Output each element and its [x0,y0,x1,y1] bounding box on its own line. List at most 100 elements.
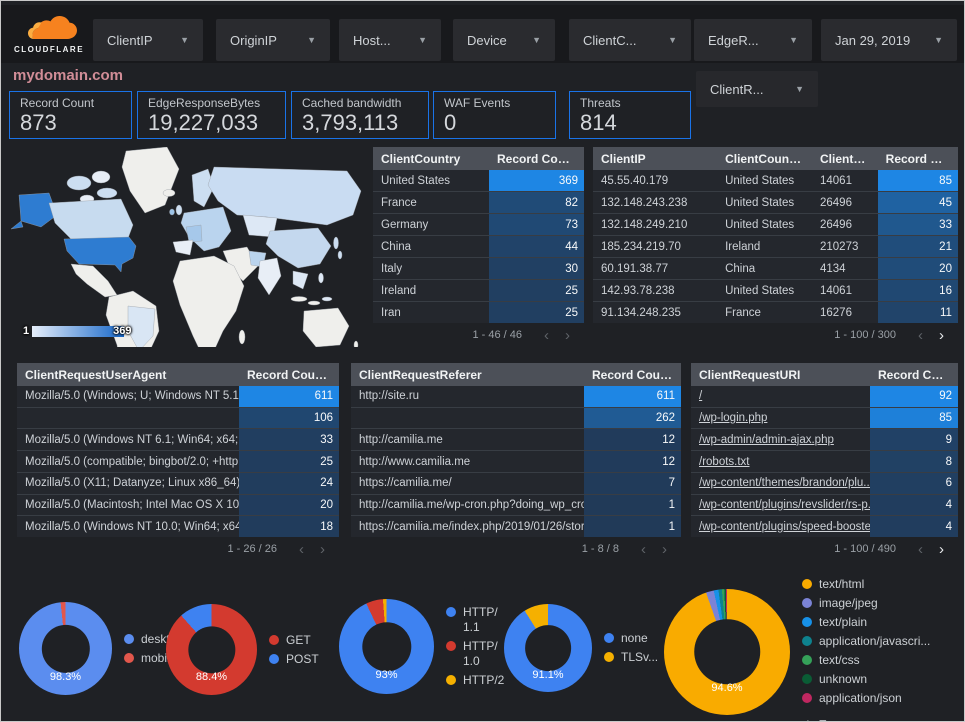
table-row[interactable]: / 92 [691,386,958,407]
column-header-recordcount[interactable]: Record Count▼ [878,367,958,382]
donut-ring-content[interactable]: 94.6% [664,588,790,715]
table-row[interactable]: /wp-content/plugins/revslider/rs-p... 4 [691,493,958,516]
table-row[interactable]: Mozilla/5.0 (Windows NT 10.0; Win64; x64… [17,515,339,538]
uri-link[interactable]: /wp-content/themes/brandon/plu... [699,477,870,490]
record-count-cell: 4 [870,494,958,516]
previous-page-icon[interactable]: ‹ [299,540,304,558]
record-count-cell: 25 [239,451,339,472]
cloudflare-logo-text: CLOUDFLARE [13,45,85,54]
table-row[interactable]: Iran 25 [373,301,584,323]
previous-page-icon[interactable]: ‹ [918,540,923,558]
record-count-cell: 11 [877,302,958,323]
data-cell: Mozilla/5.0 (X11; Datanyze; Linux x86_64… [25,477,239,490]
scroll-down-icon[interactable]: ▼ [817,716,832,721]
chevron-down-icon: ▼ [180,35,189,45]
table-row[interactable]: https://camilia.me/7 [351,471,681,494]
donut-ring-device[interactable]: 98.3% [19,602,112,695]
filter-originip[interactable]: OriginIP ▼ [216,19,330,61]
table-row[interactable]: France 82 [373,191,584,213]
table-row[interactable]: Italy 30 [373,257,584,279]
record-count-cell: 21 [877,236,958,257]
filter-label: ClientIP [107,32,153,48]
record-count-cell: 20 [877,258,958,279]
table-row[interactable]: /wp-content/themes/brandon/plu... 6 [691,471,958,494]
filter-clientc[interactable]: ClientC... ▼ [569,19,691,61]
column-header-clientasn[interactable]: ClientASN [819,151,878,166]
table-row[interactable]: http://camilia.me/wp-cron.php?doing_wp_c… [351,493,681,516]
donut-ring-http[interactable]: 93% [339,599,434,694]
table-row[interactable]: 142.93.78.238 United States 14061 16 [593,279,958,301]
table-row[interactable]: Mozilla/5.0 (Macintosh; Intel Mac OS X 1… [17,493,339,516]
next-page-icon[interactable]: › [662,540,667,558]
column-header-clientrequestuseragent[interactable]: ClientRequestUserAgent [25,367,167,382]
data-cell: Mozilla/5.0 (Windows NT 6.1; Win64; x64;… [25,433,239,446]
table-row[interactable]: /robots.txt 8 [691,450,958,472]
pagination-range: 1 - 100 / 300 [834,329,896,341]
uri-link[interactable]: /wp-content/plugins/revslider/rs-p... [699,498,870,511]
table-row[interactable]: 45.55.40.179 United States 14061 85 [593,170,958,191]
table-row[interactable]: Germany 73 [373,213,584,235]
uri-link[interactable]: /wp-content/plugins/speed-booste... [699,520,870,533]
column-header-clientrequestreferer[interactable]: ClientRequestReferer [359,367,482,382]
column-header-recordcount[interactable]: Record Count▼ [247,367,339,382]
uri-link[interactable]: /robots.txt [699,455,750,468]
filter-host[interactable]: Host... ▼ [339,19,441,61]
next-page-icon[interactable]: › [939,540,944,558]
filter-clientip[interactable]: ClientIP ▼ [93,19,203,61]
table-row[interactable]: http://camilia.me 12 [351,428,681,451]
table-row[interactable]: 132.148.249.210 United States 26496 33 [593,213,958,235]
table-row[interactable]: Mozilla/5.0 (Windows; U; Windows NT 5.1;… [17,386,339,407]
next-page-icon[interactable]: › [320,540,325,558]
table-row[interactable]: Ireland 25 [373,279,584,301]
column-header-recordcount[interactable]: Record Count▼ [885,151,958,166]
next-page-icon[interactable]: › [565,326,570,344]
column-header-clientip[interactable]: ClientIP [601,151,646,166]
legend-color-dot [802,636,812,646]
table-row[interactable]: /wp-content/plugins/speed-booste... 4 [691,515,958,538]
data-cell: France [725,306,761,319]
filter-edger[interactable]: EdgeR... ▼ [694,19,812,61]
table-row[interactable]: 60.191.38.77 China 4134 20 [593,257,958,279]
table-row[interactable]: Mozilla/5.0 (compatible; bingbot/2.0; +h… [17,450,339,472]
table-row[interactable]: 185.234.219.70 Ireland 210273 21 [593,235,958,257]
data-cell: 132.148.243.238 [601,196,688,209]
filter-device[interactable]: Device ▼ [453,19,555,61]
table-row[interactable]: 132.148.243.238 United States 26496 45 [593,191,958,213]
table-row[interactable]: United States 369 [373,170,584,191]
scroll-up-icon[interactable]: ▲ [802,716,817,721]
uri-link[interactable]: /wp-admin/admin-ajax.php [699,433,834,446]
table-row[interactable]: Mozilla/5.0 (Windows NT 6.1; Win64; x64;… [17,428,339,451]
donut-legend: HTTP/1.1 HTTP/1.0 HTTP/2 [446,601,505,692]
previous-page-icon[interactable]: ‹ [918,326,923,344]
column-header-clientcountry[interactable]: ClientCountry [725,151,805,166]
scorecard-threats: Threats 814 [569,91,691,139]
uri-link[interactable]: / [699,390,703,403]
date-range-picker[interactable]: Jan 29, 2019 ▼ [821,19,957,61]
table-row[interactable]: /wp-login.php 85 [691,406,958,429]
record-count-cell: 7 [584,472,681,494]
filter-clientrequest[interactable]: ClientR... ▼ [696,71,818,107]
column-header-recordcount[interactable]: Record Count▼ [584,368,681,382]
table-row[interactable]: 106 [17,406,339,429]
table-row[interactable]: 262 [351,406,681,429]
next-page-icon[interactable]: › [939,326,944,344]
table-row[interactable]: Mozilla/5.0 (X11; Datanyze; Linux x86_64… [17,471,339,494]
table-row[interactable]: http://www.camilia.me 12 [351,450,681,472]
world-map[interactable] [9,146,371,398]
column-header-clientrequesturi[interactable]: ClientRequestURI [699,367,801,382]
table-row[interactable]: https://camilia.me/index.php/2019/01/26/… [351,515,681,538]
table-row[interactable]: /wp-admin/admin-ajax.php 9 [691,428,958,451]
column-header-clientcountry[interactable]: ClientCountry [381,151,461,166]
uri-link[interactable]: /wp-login.php [699,412,768,425]
previous-page-icon[interactable]: ‹ [641,540,646,558]
donut-ring-method[interactable]: 88.4% [166,604,257,695]
donut-ring-tls[interactable]: 91.1% [504,604,592,692]
data-cell: United States [725,196,795,209]
column-header-recordcount[interactable]: Record Count▼ [489,152,584,166]
table-row[interactable]: China 44 [373,235,584,257]
legend-label: application/json [819,691,902,705]
record-count-cell: 4 [870,516,958,538]
table-row[interactable]: http://site.ru 611 [351,386,681,407]
table-row[interactable]: 91.134.248.235 France 16276 11 [593,301,958,323]
previous-page-icon[interactable]: ‹ [544,326,549,344]
